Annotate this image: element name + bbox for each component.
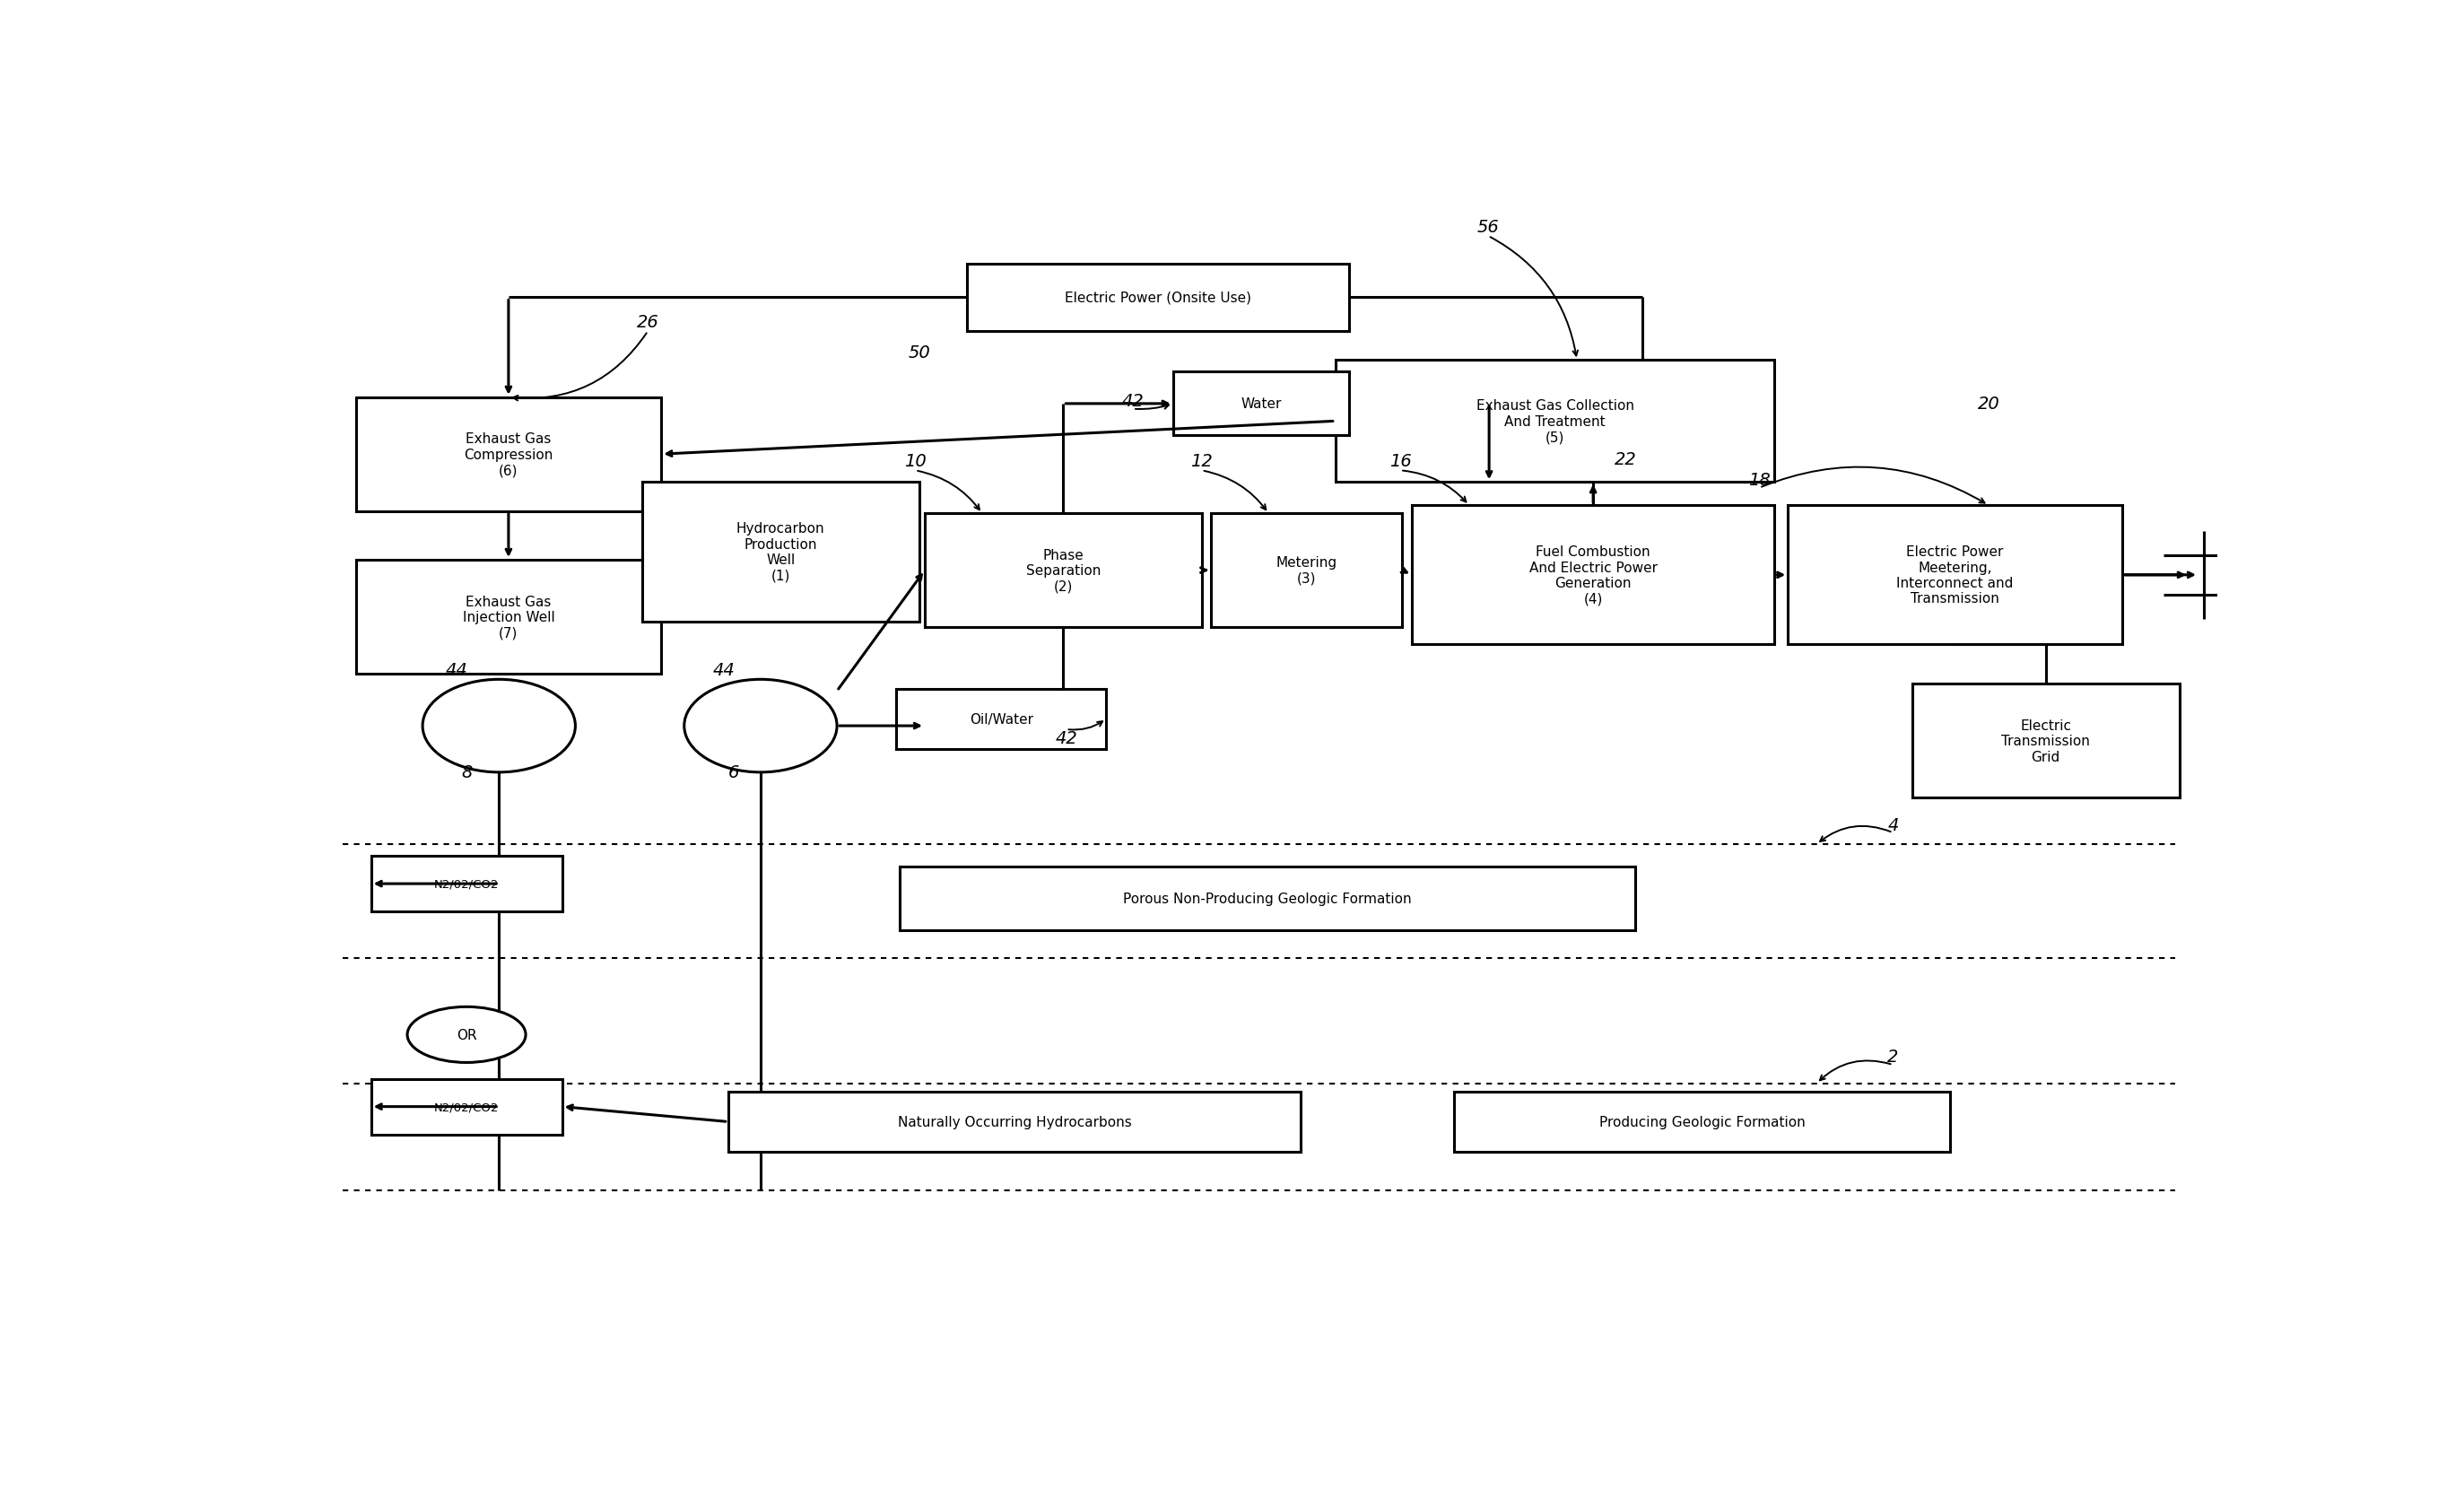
- Text: 44: 44: [446, 662, 468, 680]
- Bar: [355, 561, 660, 674]
- Text: Porous Non-Producing Geologic Formation: Porous Non-Producing Geologic Formation: [1124, 892, 1412, 906]
- Text: 8: 8: [461, 764, 473, 781]
- Text: 42: 42: [1121, 393, 1143, 410]
- Text: Hydrocarbon
Production
Well
(1): Hydrocarbon Production Well (1): [737, 521, 825, 582]
- Bar: [643, 482, 919, 622]
- Text: Exhaust Gas
Injection Well
(7): Exhaust Gas Injection Well (7): [463, 595, 554, 639]
- Text: Fuel Combustion
And Electric Power
Generation
(4): Fuel Combustion And Electric Power Gener…: [1530, 546, 1658, 606]
- Text: 42: 42: [1055, 729, 1077, 746]
- Text: Naturally Occurring Hydrocarbons: Naturally Occurring Hydrocarbons: [897, 1115, 1131, 1129]
- Text: Metering
(3): Metering (3): [1276, 556, 1338, 585]
- Text: 56: 56: [1476, 219, 1498, 235]
- Bar: [1173, 372, 1348, 436]
- Bar: [1789, 506, 2122, 645]
- Text: 50: 50: [907, 344, 931, 362]
- Text: Water: Water: [1239, 398, 1281, 411]
- Bar: [1335, 360, 1774, 482]
- Bar: [899, 867, 1636, 930]
- Text: 18: 18: [1747, 472, 1772, 488]
- Text: N2/02/CO2: N2/02/CO2: [434, 879, 498, 889]
- Bar: [1912, 684, 2178, 799]
- Text: Producing Geologic Formation: Producing Geologic Formation: [1599, 1115, 1806, 1129]
- Circle shape: [685, 680, 838, 773]
- Bar: [355, 398, 660, 511]
- Bar: [372, 1079, 562, 1135]
- Text: Electric
Transmission
Grid: Electric Transmission Grid: [2001, 719, 2089, 764]
- Text: Exhaust Gas
Compression
(6): Exhaust Gas Compression (6): [463, 433, 552, 478]
- Text: Electric Power (Onsite Use): Electric Power (Onsite Use): [1064, 291, 1252, 304]
- Bar: [924, 514, 1202, 627]
- Text: 20: 20: [1976, 395, 2001, 411]
- Text: 6: 6: [729, 764, 739, 781]
- Text: N2/02/CO2: N2/02/CO2: [434, 1102, 498, 1112]
- Text: Exhaust Gas Collection
And Treatment
(5): Exhaust Gas Collection And Treatment (5): [1476, 399, 1634, 445]
- Bar: [1212, 514, 1402, 627]
- Text: 4: 4: [1887, 817, 1900, 833]
- Text: 44: 44: [712, 662, 734, 680]
- Text: 2: 2: [1887, 1049, 1900, 1065]
- Text: Phase
Separation
(2): Phase Separation (2): [1025, 549, 1101, 594]
- Text: 12: 12: [1190, 454, 1212, 470]
- Text: 26: 26: [636, 313, 658, 332]
- Bar: [729, 1091, 1301, 1151]
- Text: 16: 16: [1390, 454, 1412, 470]
- Bar: [966, 264, 1348, 332]
- Text: 22: 22: [1614, 451, 1636, 467]
- Bar: [372, 856, 562, 912]
- Text: Oil/Water: Oil/Water: [968, 713, 1032, 726]
- Text: OR: OR: [456, 1028, 476, 1041]
- Bar: [1412, 506, 1774, 645]
- Text: 10: 10: [904, 454, 926, 470]
- Text: Electric Power
Meetering,
Interconnect and
Transmission: Electric Power Meetering, Interconnect a…: [1897, 546, 2013, 606]
- Bar: [1454, 1091, 1951, 1151]
- Ellipse shape: [407, 1007, 525, 1062]
- Circle shape: [424, 680, 577, 773]
- Bar: [897, 689, 1106, 749]
